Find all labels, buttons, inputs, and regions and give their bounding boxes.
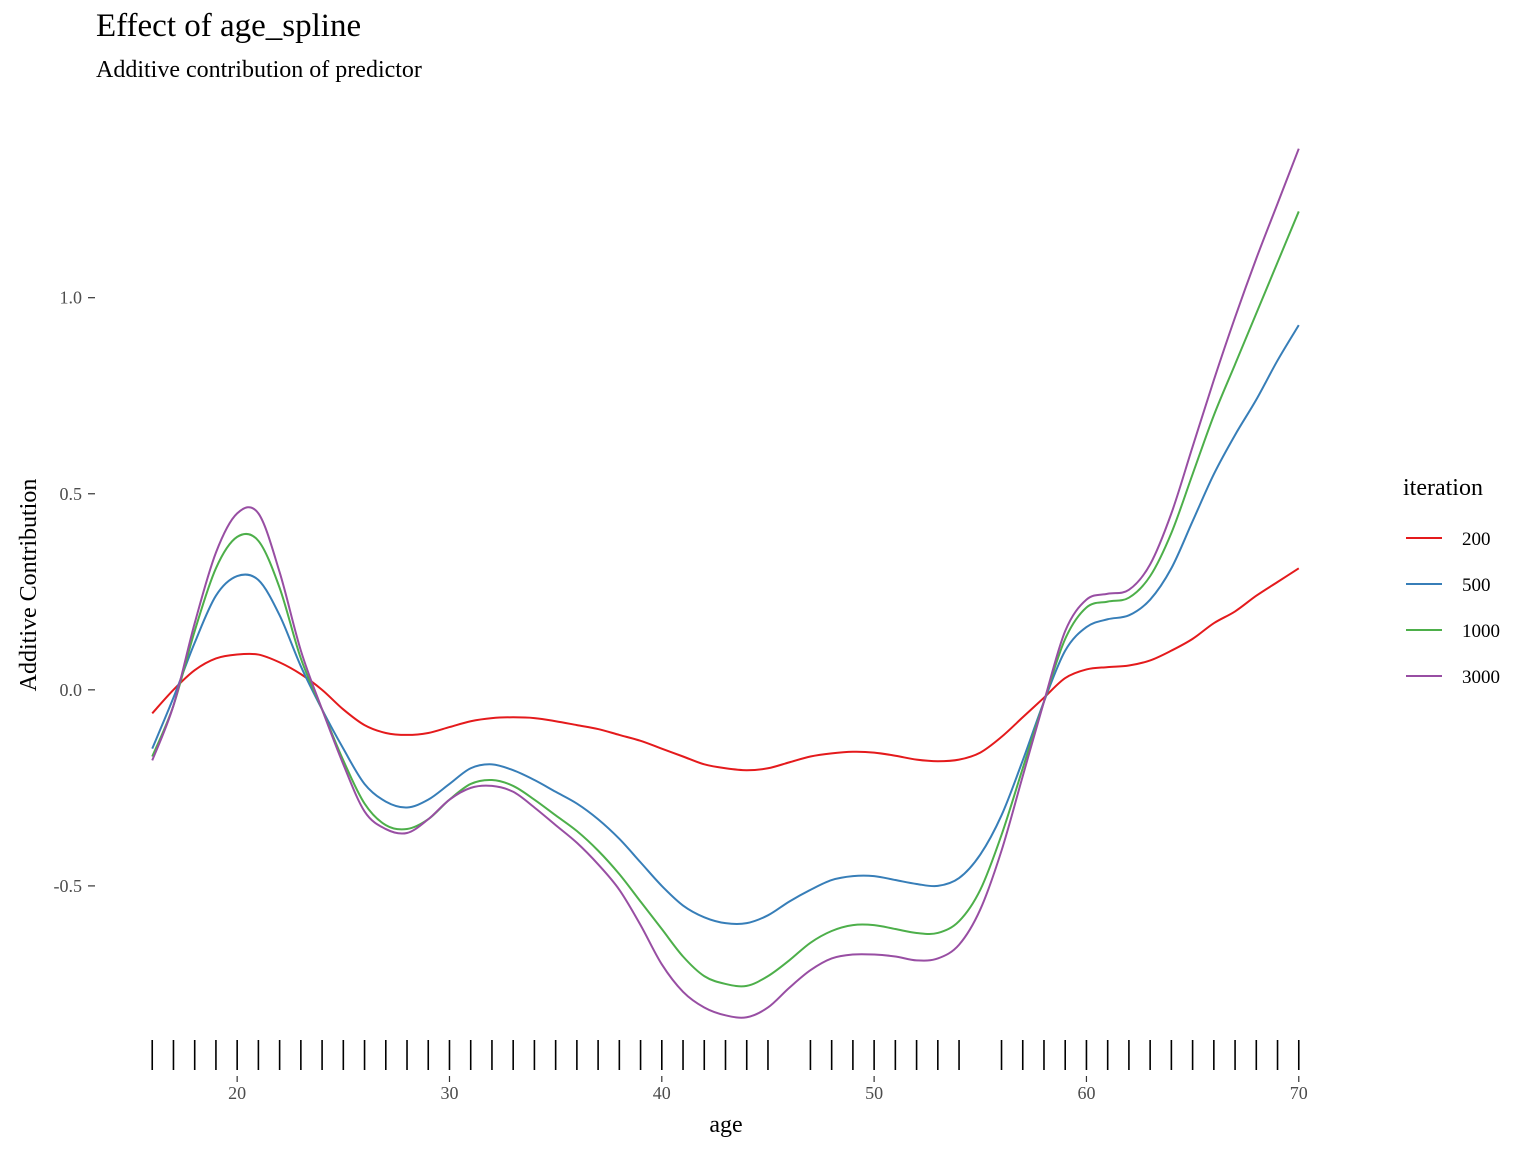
legend-label-3000: 3000 [1462, 667, 1500, 688]
x-tick-label-0: 20 [228, 1083, 246, 1103]
series-line-3000 [151, 148, 1300, 1019]
x-axis-title: age [709, 1112, 742, 1138]
x-axis: 20 30 40 50 60 70 [228, 1076, 1308, 1103]
legend-label-500: 500 [1462, 575, 1491, 596]
y-axis: -0.5 0.0 0.5 1.0 [54, 288, 95, 896]
legend-label-200: 200 [1462, 529, 1491, 550]
legend-label-1000: 1000 [1462, 621, 1500, 642]
legend: iteration 200 500 1000 3000 [1403, 475, 1500, 688]
rug-marks [151, 1040, 1300, 1070]
series-lines [151, 148, 1300, 1019]
series-line-200 [151, 567, 1300, 772]
chart-title: Effect of age_spline [96, 8, 362, 44]
series-line-500 [151, 324, 1300, 926]
chart-subtitle: Additive contribution of predictor [96, 57, 422, 83]
legend-title: iteration [1403, 475, 1483, 501]
x-tick-label-1: 30 [440, 1083, 458, 1103]
y-tick-label-0: -0.5 [54, 876, 83, 896]
y-axis-title: Additive Contribution [16, 479, 42, 692]
y-tick-label-1: 0.0 [60, 680, 83, 700]
x-tick-label-2: 40 [653, 1083, 671, 1103]
y-tick-label-2: 0.5 [60, 484, 83, 504]
x-tick-label-5: 70 [1290, 1083, 1308, 1103]
x-tick-label-3: 50 [865, 1083, 883, 1103]
series-line-1000 [151, 211, 1300, 988]
x-tick-label-4: 60 [1077, 1083, 1095, 1103]
y-tick-label-3: 1.0 [60, 288, 83, 308]
